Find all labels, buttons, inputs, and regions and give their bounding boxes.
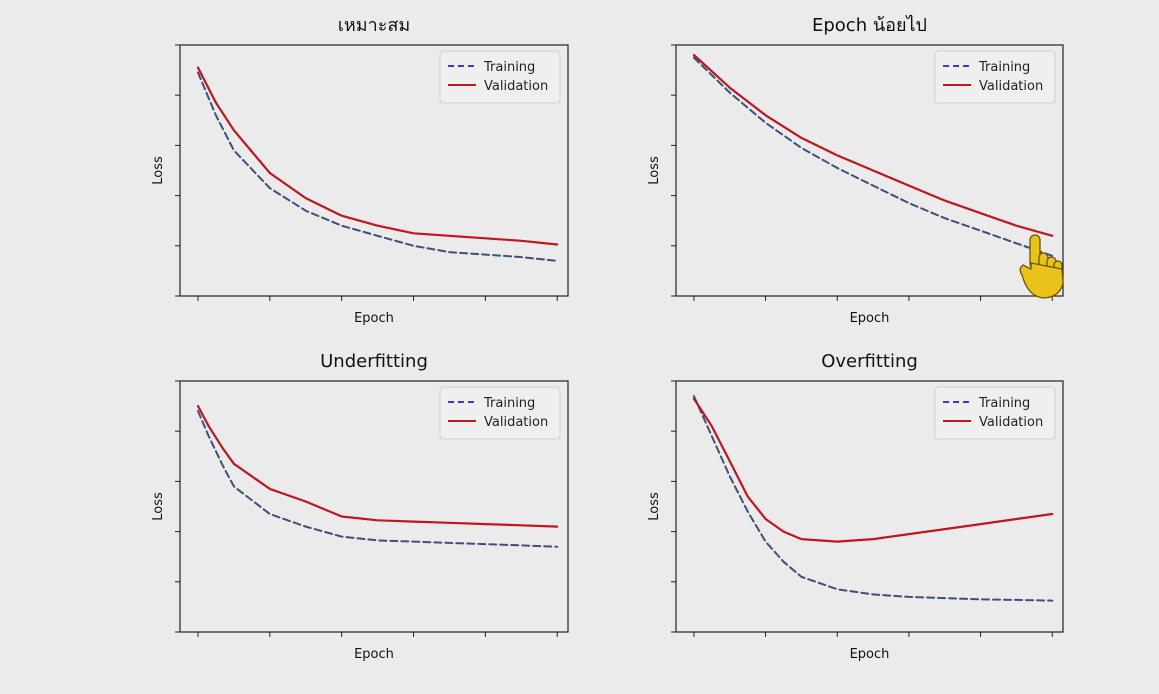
legend-label: Validation [979,79,1043,94]
legend-label: Training [978,60,1030,75]
legend-box [934,50,1056,104]
x-axis-label: Epoch [850,647,890,662]
legend-label: Training [483,60,535,75]
legend: Training Validation [439,50,561,104]
series-line-validation [692,53,1054,237]
legend-box [439,386,561,440]
chart-title: เหมาะสม [338,15,411,36]
series-line-training [692,395,1054,602]
series-line-validation [196,66,559,246]
legend-label: Validation [979,415,1043,430]
chart-panel-2: Epoch น้อยไป Epoch Loss Training Validation [647,14,1064,326]
legend-label: Training [483,396,535,411]
legend-label: Validation [484,79,548,94]
chart-panel-4: Overfitting Epoch Loss Training Validation [647,351,1064,662]
series-line-training [197,410,559,548]
chart-panel-3: Underfitting Epoch Loss Training Validation [151,351,569,662]
chart-title: Epoch น้อยไป [812,14,927,36]
legend-label: Training [978,396,1030,411]
pointing-hand-cursor-icon [1019,234,1064,299]
series-line-validation [196,405,559,528]
series-line-training [197,71,559,262]
y-axis-label: Loss [647,492,662,521]
x-axis-label: Epoch [354,647,394,662]
legend: Training Validation [439,386,561,440]
y-axis-label: Loss [151,156,166,185]
chart-title: Overfitting [821,351,918,372]
legend-box [934,386,1056,440]
x-axis-label: Epoch [850,311,890,326]
chart-panel-1: เหมาะสม Epoch Loss Training Validation [151,15,569,326]
y-axis-label: Loss [647,156,662,185]
series-line-validation [692,397,1054,543]
series-line-training [692,56,1054,257]
palm [1019,262,1064,299]
legend-box [439,50,561,104]
legend: Training Validation [934,386,1056,440]
x-axis-label: Epoch [354,311,394,326]
chart-title: Underfitting [320,351,428,372]
legend: Training Validation [934,50,1056,104]
legend-label: Validation [484,415,548,430]
y-axis-label: Loss [151,492,166,521]
